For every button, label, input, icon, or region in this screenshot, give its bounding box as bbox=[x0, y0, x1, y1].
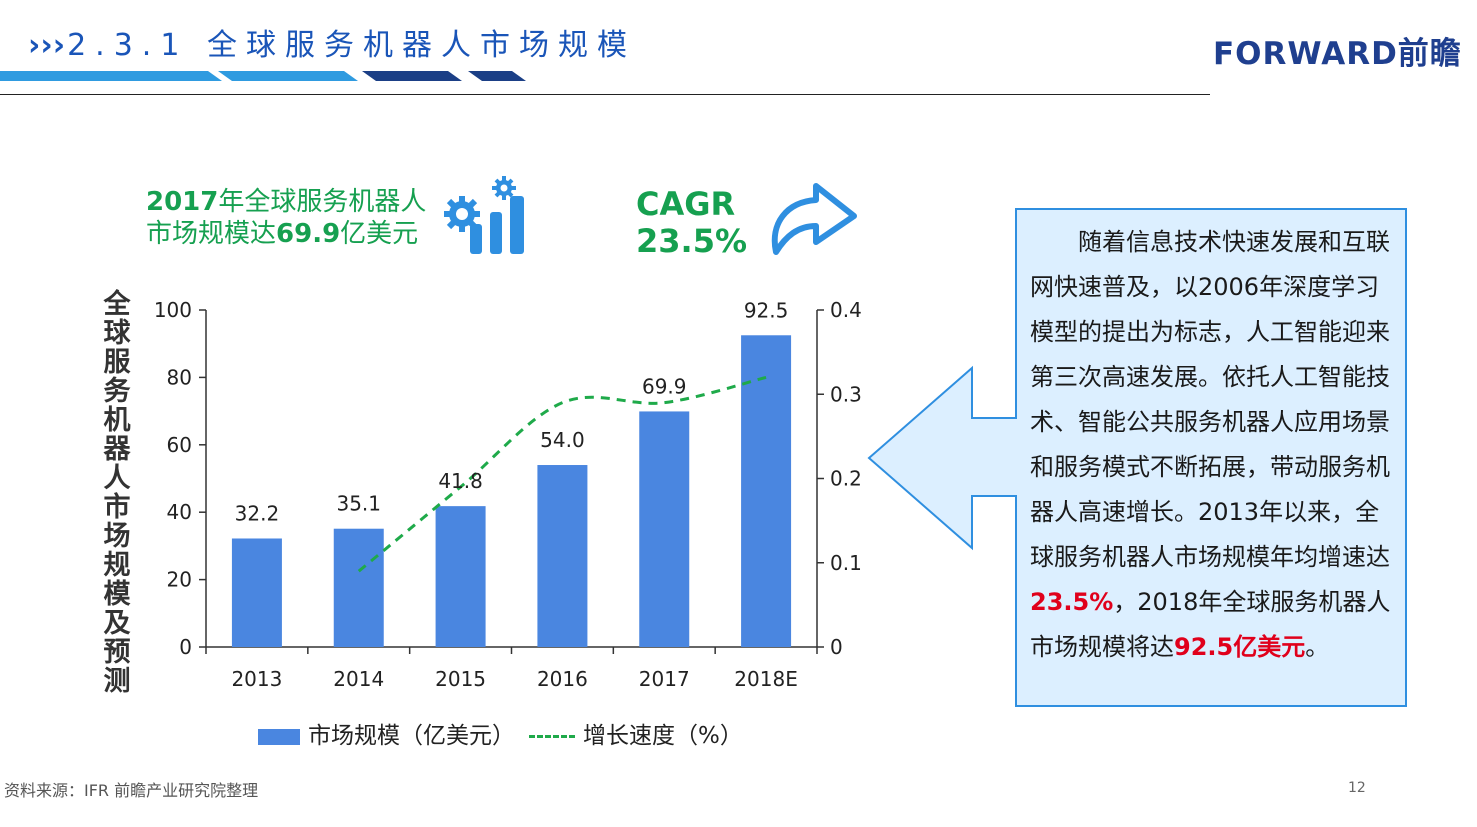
chart-legend: 市场规模（亿美元） 增长速度（%） bbox=[258, 716, 743, 750]
bar-value-label: 32.2 bbox=[235, 501, 280, 525]
y-tick-label: 100 bbox=[154, 298, 192, 322]
stat-value: 69.9 bbox=[276, 219, 341, 249]
growth-rate-line bbox=[357, 375, 767, 573]
y2-tick-label: 0.1 bbox=[830, 551, 862, 575]
page-title: ›››2.3.1 全球服务机器人市场规模 bbox=[28, 20, 636, 64]
x-tick-label: 2013 bbox=[231, 667, 282, 691]
title-text: 2.3.1 全球服务机器人市场规模 bbox=[67, 28, 636, 63]
callout-text-1: 随着信息技术快速发展和互联网快速普及，以2006年深度学习模型的提出为标志，人工… bbox=[1030, 228, 1390, 571]
callout-text-3: 。 bbox=[1305, 633, 1330, 661]
legend-line-swatch bbox=[529, 735, 575, 738]
callout-text-2: ，2018年全球服务机器人市场规模将达 bbox=[1030, 588, 1391, 661]
header-stripes bbox=[0, 71, 526, 81]
bar bbox=[639, 411, 690, 647]
cagr-stat: CAGR 23.5% bbox=[636, 186, 747, 260]
bar bbox=[741, 335, 792, 647]
legend-bar-swatch bbox=[258, 728, 300, 745]
x-tick-label: 2018E bbox=[734, 667, 798, 691]
y2-tick-label: 0.3 bbox=[830, 382, 862, 406]
y-tick-label: 40 bbox=[167, 500, 192, 524]
x-tick-label: 2016 bbox=[537, 667, 588, 691]
bar bbox=[537, 465, 588, 647]
stat-text-1: 年全球服务机器人 bbox=[218, 187, 427, 217]
curved-arrow-icon bbox=[771, 183, 857, 255]
bar bbox=[435, 506, 486, 647]
market-size-stat: 2017年全球服务机器人 市场规模达69.9亿美元 bbox=[146, 186, 426, 250]
y2-tick-label: 0.4 bbox=[830, 298, 862, 322]
y-tick-label: 0 bbox=[179, 635, 192, 659]
bar bbox=[333, 528, 384, 647]
bar-value-label: 69.9 bbox=[642, 374, 687, 398]
y-tick-label: 60 bbox=[167, 433, 192, 457]
x-tick-label: 2015 bbox=[435, 667, 486, 691]
callout-arrow bbox=[867, 208, 1407, 707]
bar-value-label: 92.5 bbox=[744, 298, 789, 322]
stat-year: 2017 bbox=[146, 187, 219, 217]
page-number: 12 bbox=[1348, 780, 1366, 796]
callout-paragraph: 随着信息技术快速发展和互联网快速普及，以2006年深度学习模型的提出为标志，人工… bbox=[1030, 220, 1396, 670]
y2-tick-label: 0 bbox=[830, 635, 843, 659]
stat-unit: 亿美元 bbox=[340, 219, 419, 249]
bar bbox=[231, 538, 282, 647]
callout-highlight-value: 92.5亿美元 bbox=[1174, 633, 1306, 661]
gears-bar-chart-icon bbox=[444, 176, 524, 254]
bar-value-label: 41.8 bbox=[438, 469, 483, 493]
header-divider bbox=[0, 94, 1210, 95]
stat-text-2: 市场规模达 bbox=[146, 219, 277, 249]
legend-bar-label: 市场规模（亿美元） bbox=[308, 723, 515, 749]
x-tick-label: 2014 bbox=[333, 667, 384, 691]
cagr-label: CAGR bbox=[636, 185, 736, 223]
market-chart: 0 20 40 60 80 100 0 0.1 0.2 0.3 0.4 2013 2014 2015 201… bbox=[154, 298, 862, 691]
cagr-value: 23.5% bbox=[636, 222, 748, 260]
x-tick-label: 2017 bbox=[639, 667, 690, 691]
legend-line-label: 增长速度（%） bbox=[583, 723, 743, 749]
y2-tick-label: 0.2 bbox=[830, 467, 862, 491]
bar-value-label: 35.1 bbox=[336, 492, 381, 516]
y-tick-label: 20 bbox=[167, 568, 192, 592]
source-note: 资料来源：IFR 前瞻产业研究院整理 bbox=[4, 781, 259, 800]
callout-highlight-rate: 23.5% bbox=[1030, 588, 1114, 616]
y-tick-label: 80 bbox=[167, 365, 192, 389]
forward-logo: FORWARD前瞻 bbox=[1213, 36, 1462, 72]
bar-value-label: 54.0 bbox=[540, 428, 585, 452]
chevron-right-icon: ››› bbox=[28, 28, 66, 63]
y-axis-title: 全球服务机器人市场规模及预测 bbox=[103, 289, 131, 697]
